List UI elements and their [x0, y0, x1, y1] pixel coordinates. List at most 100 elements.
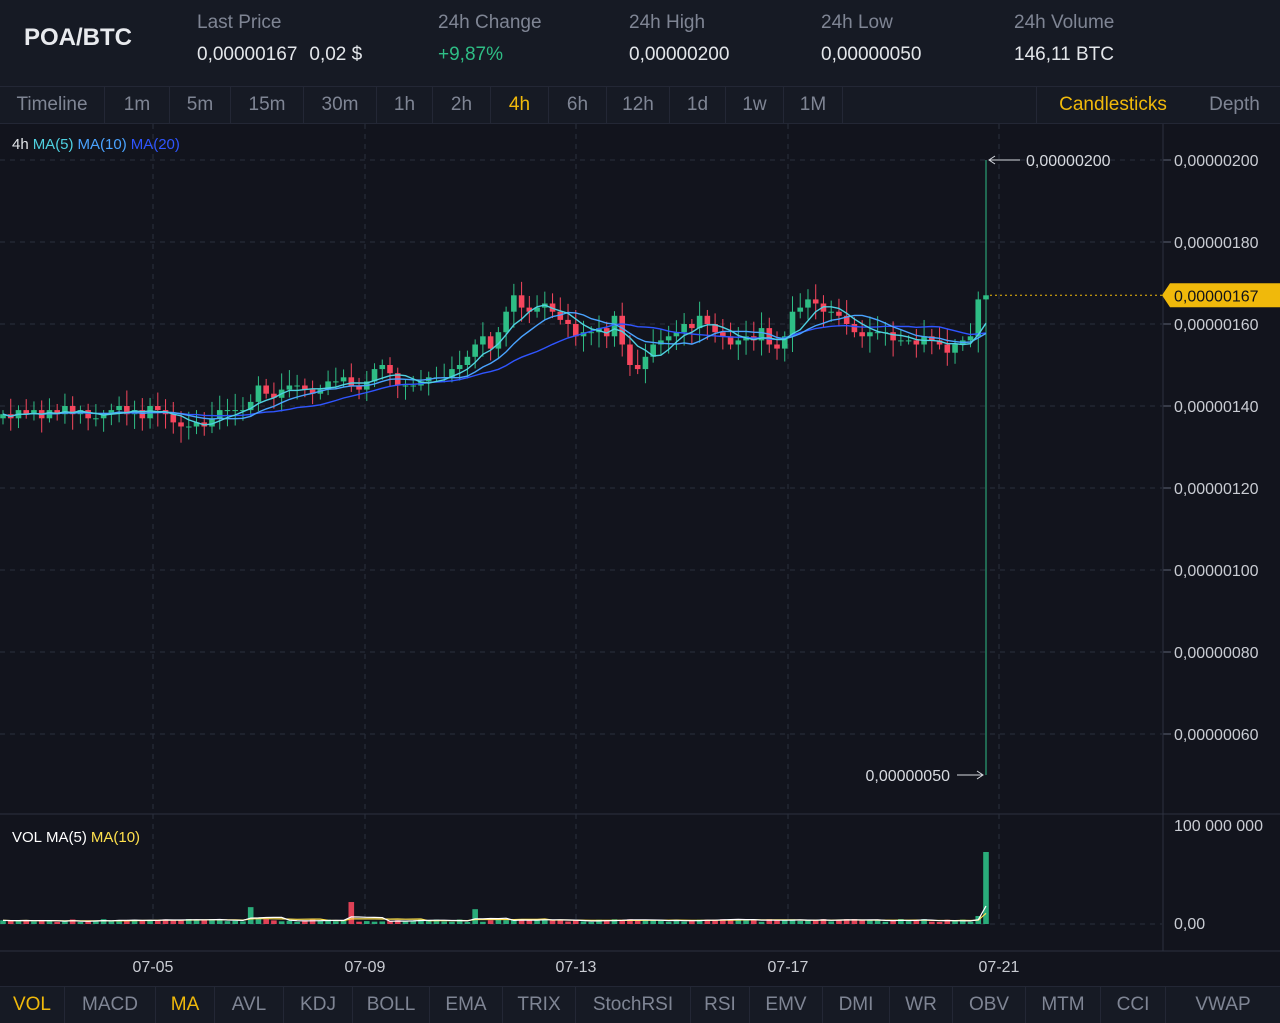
stat-label: 24h Low — [821, 12, 893, 33]
price-tick-label: 0,00000120 — [1174, 481, 1259, 498]
volume-bar — [410, 920, 417, 924]
indicator-ema[interactable]: EMA — [430, 987, 503, 1023]
indicator-stochrsi[interactable]: StochRSI — [576, 987, 691, 1023]
candle-body — [348, 377, 355, 386]
indicator-emv[interactable]: EMV — [750, 987, 823, 1023]
candle-body — [302, 385, 308, 390]
volume-bar — [449, 921, 455, 924]
volume-bar — [302, 920, 308, 924]
volume-bar — [572, 919, 579, 924]
pair-name[interactable]: POA/BTC — [24, 24, 132, 51]
volume-bar — [147, 920, 153, 924]
volume-bar — [642, 920, 649, 924]
indicator-wr[interactable]: WR — [890, 987, 953, 1023]
indicator-dmi[interactable]: DMI — [823, 987, 890, 1023]
volume-bar — [812, 919, 819, 924]
volume-bar — [704, 919, 711, 924]
indicator-cci[interactable]: CCI — [1101, 987, 1166, 1023]
stat-24h-high: 24h High 0,00000200 — [629, 12, 729, 66]
indicator-trix[interactable]: TRIX — [503, 987, 576, 1023]
tab-1M[interactable]: 1M — [784, 87, 843, 123]
candle-body — [975, 299, 982, 337]
candle-body — [356, 385, 362, 390]
stat-value: 0,00000050 — [821, 44, 922, 65]
indicator-kdj[interactable]: KDJ — [284, 987, 353, 1023]
current-price-label: 0,00000167 — [1174, 288, 1259, 305]
volume-bar — [0, 920, 6, 924]
tab-5m[interactable]: 5m — [170, 87, 231, 123]
price-tick-label: 0,00000200 — [1174, 153, 1259, 170]
stat-label: 24h Change — [438, 12, 542, 33]
main-legend: 4h MA(5) MA(10) MA(20) — [12, 136, 184, 153]
tab-depth[interactable]: Depth — [1209, 94, 1260, 115]
volume-bar — [859, 920, 865, 924]
indicator-ma[interactable]: MA — [156, 987, 215, 1023]
volume-bar — [766, 919, 773, 924]
volume-bar — [828, 921, 834, 924]
legend-ma10: MA(10) — [77, 136, 127, 153]
tab-15m[interactable]: 15m — [231, 87, 304, 123]
volume-bar — [387, 920, 393, 924]
legend-ma20: MA(20) — [130, 136, 180, 153]
stat-last-price: Last Price 0,00000167 0,02 $ — [197, 12, 362, 66]
candle-body — [325, 381, 331, 390]
indicator-rsi[interactable]: RSI — [691, 987, 750, 1023]
volume-bar — [805, 920, 811, 924]
volume-bar — [882, 921, 889, 924]
indicator-boll[interactable]: BOLL — [353, 987, 430, 1023]
price-tick-label: 0,00000140 — [1174, 399, 1259, 416]
price-tick-label: 0,00000080 — [1174, 645, 1259, 662]
candle-body — [100, 414, 107, 419]
candle-body — [588, 332, 595, 334]
candle-body — [333, 381, 339, 383]
volume-bar — [131, 919, 138, 924]
indicator-obv[interactable]: OBV — [953, 987, 1026, 1023]
price-chart[interactable]: 0,00000200 0,00000180 0,00000160 0,00000140… — [0, 124, 1280, 984]
indicator-tabs: VOL MACD MA AVL KDJ BOLL EMA TRIX StochR… — [0, 986, 1280, 1023]
candle-body — [155, 406, 161, 411]
candle-body — [727, 336, 734, 345]
candle-body — [449, 369, 455, 378]
time-tick-label: 07-17 — [768, 959, 809, 976]
volume-bar — [696, 919, 703, 924]
volume-bar — [209, 919, 215, 924]
tab-6h[interactable]: 6h — [549, 87, 607, 123]
candle-body — [720, 332, 726, 337]
volume-bar — [851, 919, 858, 924]
tab-candlesticks[interactable]: Candlesticks — [1036, 87, 1189, 123]
volume-bar — [913, 919, 920, 924]
tab-4h[interactable]: 4h — [491, 87, 549, 123]
volume-bar — [62, 921, 68, 924]
candle-body — [487, 336, 494, 349]
high-marker-label: 0,00000200 — [1026, 153, 1111, 170]
candle-body — [224, 410, 231, 412]
tab-1m[interactable]: 1m — [105, 87, 170, 123]
candle-body — [402, 385, 409, 387]
candle-body — [240, 410, 246, 412]
tab-timeline[interactable]: Timeline — [0, 87, 105, 123]
indicator-mtm[interactable]: MTM — [1026, 987, 1101, 1023]
volume-bar — [758, 921, 765, 924]
volume-bar — [929, 921, 935, 924]
volume-bar — [309, 919, 316, 924]
indicator-avl[interactable]: AVL — [215, 987, 284, 1023]
tab-12h[interactable]: 12h — [607, 87, 670, 123]
volume-bar — [116, 920, 122, 924]
candle-body — [464, 356, 471, 365]
candle-body — [952, 344, 958, 353]
candle-body — [650, 344, 656, 357]
tab-2h[interactable]: 2h — [433, 87, 491, 123]
tab-30m[interactable]: 30m — [304, 87, 377, 123]
tab-1w[interactable]: 1w — [726, 87, 784, 123]
candle-body — [944, 344, 951, 353]
market-header: POA/BTC Last Price 0,00000167 0,02 $ 24h … — [0, 0, 1280, 87]
candle-body — [93, 418, 99, 420]
volume-bar — [774, 919, 780, 924]
volume-bar — [317, 921, 324, 924]
indicator-macd[interactable]: MACD — [65, 987, 156, 1023]
chart-area[interactable]: 0,00000200 0,00000180 0,00000160 0,00000140… — [0, 124, 1280, 984]
tab-1d[interactable]: 1d — [670, 87, 726, 123]
indicator-vol[interactable]: VOL — [0, 987, 65, 1023]
indicator-vwap[interactable]: VWAP — [1195, 994, 1251, 1015]
tab-1h[interactable]: 1h — [377, 87, 433, 123]
